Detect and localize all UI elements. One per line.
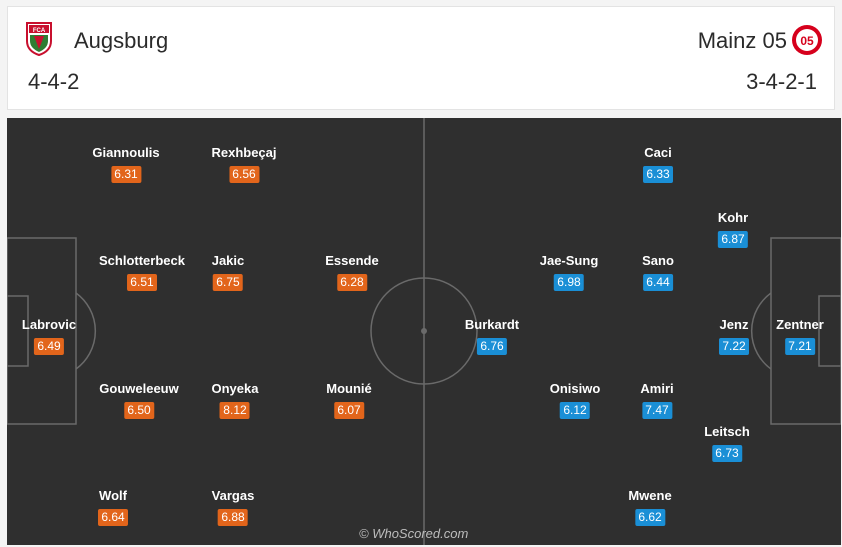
- player-name: Giannoulis: [92, 145, 160, 160]
- player-rating: 6.44: [642, 274, 673, 291]
- player-home-labrovic[interactable]: Labrovic 6.49: [22, 317, 76, 355]
- player-rating: 7.21: [784, 338, 815, 355]
- player-name: Onyeka: [211, 381, 259, 396]
- player-name: Jenz: [719, 317, 749, 332]
- player-name: Onisiwo: [549, 381, 601, 396]
- player-home-jakic[interactable]: Jakic 6.75: [211, 253, 245, 291]
- player-name: Jakic: [211, 253, 245, 268]
- player-rating: 6.64: [98, 509, 128, 526]
- player-rating: 6.62: [635, 509, 665, 526]
- away-formation: 3-4-2-1: [746, 69, 817, 94]
- player-name: Vargas: [211, 488, 255, 503]
- player-home-schlotterbeck[interactable]: Schlotterbeck 6.51: [99, 253, 185, 291]
- augsburg-crest-icon: FCA: [26, 22, 52, 57]
- player-away-kohr[interactable]: Kohr 6.87: [718, 210, 748, 248]
- player-home-mounie[interactable]: Mounié 6.07: [326, 381, 372, 419]
- player-away-jae-sung[interactable]: Jae-Sung 6.98: [539, 253, 599, 291]
- player-rating: 8.12: [219, 402, 250, 419]
- player-name: Essende: [325, 253, 379, 268]
- player-rating: 7.47: [641, 402, 672, 419]
- player-rating: 6.28: [336, 274, 367, 291]
- player-home-onyeka[interactable]: Onyeka 8.12: [211, 381, 259, 419]
- player-home-rexhbecaj[interactable]: Rexhbeçaj 6.56: [211, 145, 277, 183]
- player-name: Kohr: [717, 210, 749, 225]
- player-rating: 6.73: [711, 445, 742, 462]
- match-header: FCA Augsburg 4-4-2 Mainz 05 05 3-4-2-1: [7, 6, 835, 110]
- player-rating: 6.31: [110, 166, 141, 183]
- player-name: Burkardt: [464, 317, 520, 332]
- player-away-sano[interactable]: Sano 6.44: [642, 253, 674, 291]
- player-rating: 6.87: [718, 231, 748, 248]
- player-rating: 6.33: [643, 166, 673, 183]
- player-away-amiri[interactable]: Amiri 7.47: [640, 381, 674, 419]
- player-name: Wolf: [99, 488, 127, 503]
- player-name: Gouweleeuw: [99, 381, 179, 396]
- player-rating: 6.98: [553, 274, 584, 291]
- player-away-mwene[interactable]: Mwene 6.62: [628, 488, 672, 526]
- mainz-crest-icon: 05: [792, 25, 822, 55]
- player-home-giannoulis[interactable]: Giannoulis 6.31: [92, 145, 160, 183]
- player-away-zentner[interactable]: Zentner 7.21: [776, 317, 824, 355]
- home-formation: 4-4-2: [28, 69, 80, 94]
- player-rating: 6.56: [228, 166, 259, 183]
- player-rating: 6.88: [218, 509, 248, 526]
- player-name: Amiri: [640, 381, 674, 396]
- away-team-name[interactable]: Mainz 05: [697, 28, 787, 53]
- player-name: Leitsch: [704, 424, 750, 439]
- player-name: Mounié: [326, 381, 372, 396]
- player-rating: 6.49: [34, 338, 64, 355]
- player-away-onisiwo[interactable]: Onisiwo 6.12: [549, 381, 601, 419]
- player-rating: 6.07: [334, 402, 364, 419]
- player-name: Sano: [642, 253, 674, 268]
- player-name: Zentner: [776, 317, 824, 332]
- player-home-vargas[interactable]: Vargas 6.88: [211, 488, 255, 526]
- player-rating: 6.12: [560, 402, 590, 419]
- player-away-jenz[interactable]: Jenz 7.22: [719, 317, 749, 355]
- player-name: Mwene: [628, 488, 672, 503]
- player-name: Jae-Sung: [539, 253, 599, 268]
- player-rating: 7.22: [719, 338, 749, 355]
- player-name: Caci: [644, 145, 672, 160]
- player-away-leitsch[interactable]: Leitsch 6.73: [704, 424, 750, 462]
- player-rating: 6.75: [212, 274, 243, 291]
- player-name: Schlotterbeck: [99, 253, 185, 268]
- pitch-markings: [7, 118, 841, 545]
- player-rating: 6.51: [126, 274, 157, 291]
- player-home-wolf[interactable]: Wolf 6.64: [98, 488, 128, 526]
- player-name: Labrovic: [21, 317, 77, 332]
- player-rating: 6.76: [477, 338, 507, 355]
- player-away-caci[interactable]: Caci 6.33: [643, 145, 673, 183]
- svg-text:FCA: FCA: [33, 28, 46, 34]
- player-away-burkardt[interactable]: Burkardt 6.76: [465, 317, 519, 355]
- player-home-gouweleeuw[interactable]: Gouweleeuw 6.50: [99, 381, 179, 419]
- whoscored-watermark: © WhoScored.com: [359, 526, 469, 541]
- svg-text:05: 05: [800, 34, 814, 48]
- player-rating: 6.50: [124, 402, 154, 419]
- pitch: Giannoulis 6.31 Rexhbeçaj 6.56 Schlotter…: [7, 118, 841, 545]
- home-team-name[interactable]: Augsburg: [74, 28, 169, 53]
- player-name: Rexhbeçaj: [211, 145, 277, 160]
- player-home-essende[interactable]: Essende 6.28: [325, 253, 379, 291]
